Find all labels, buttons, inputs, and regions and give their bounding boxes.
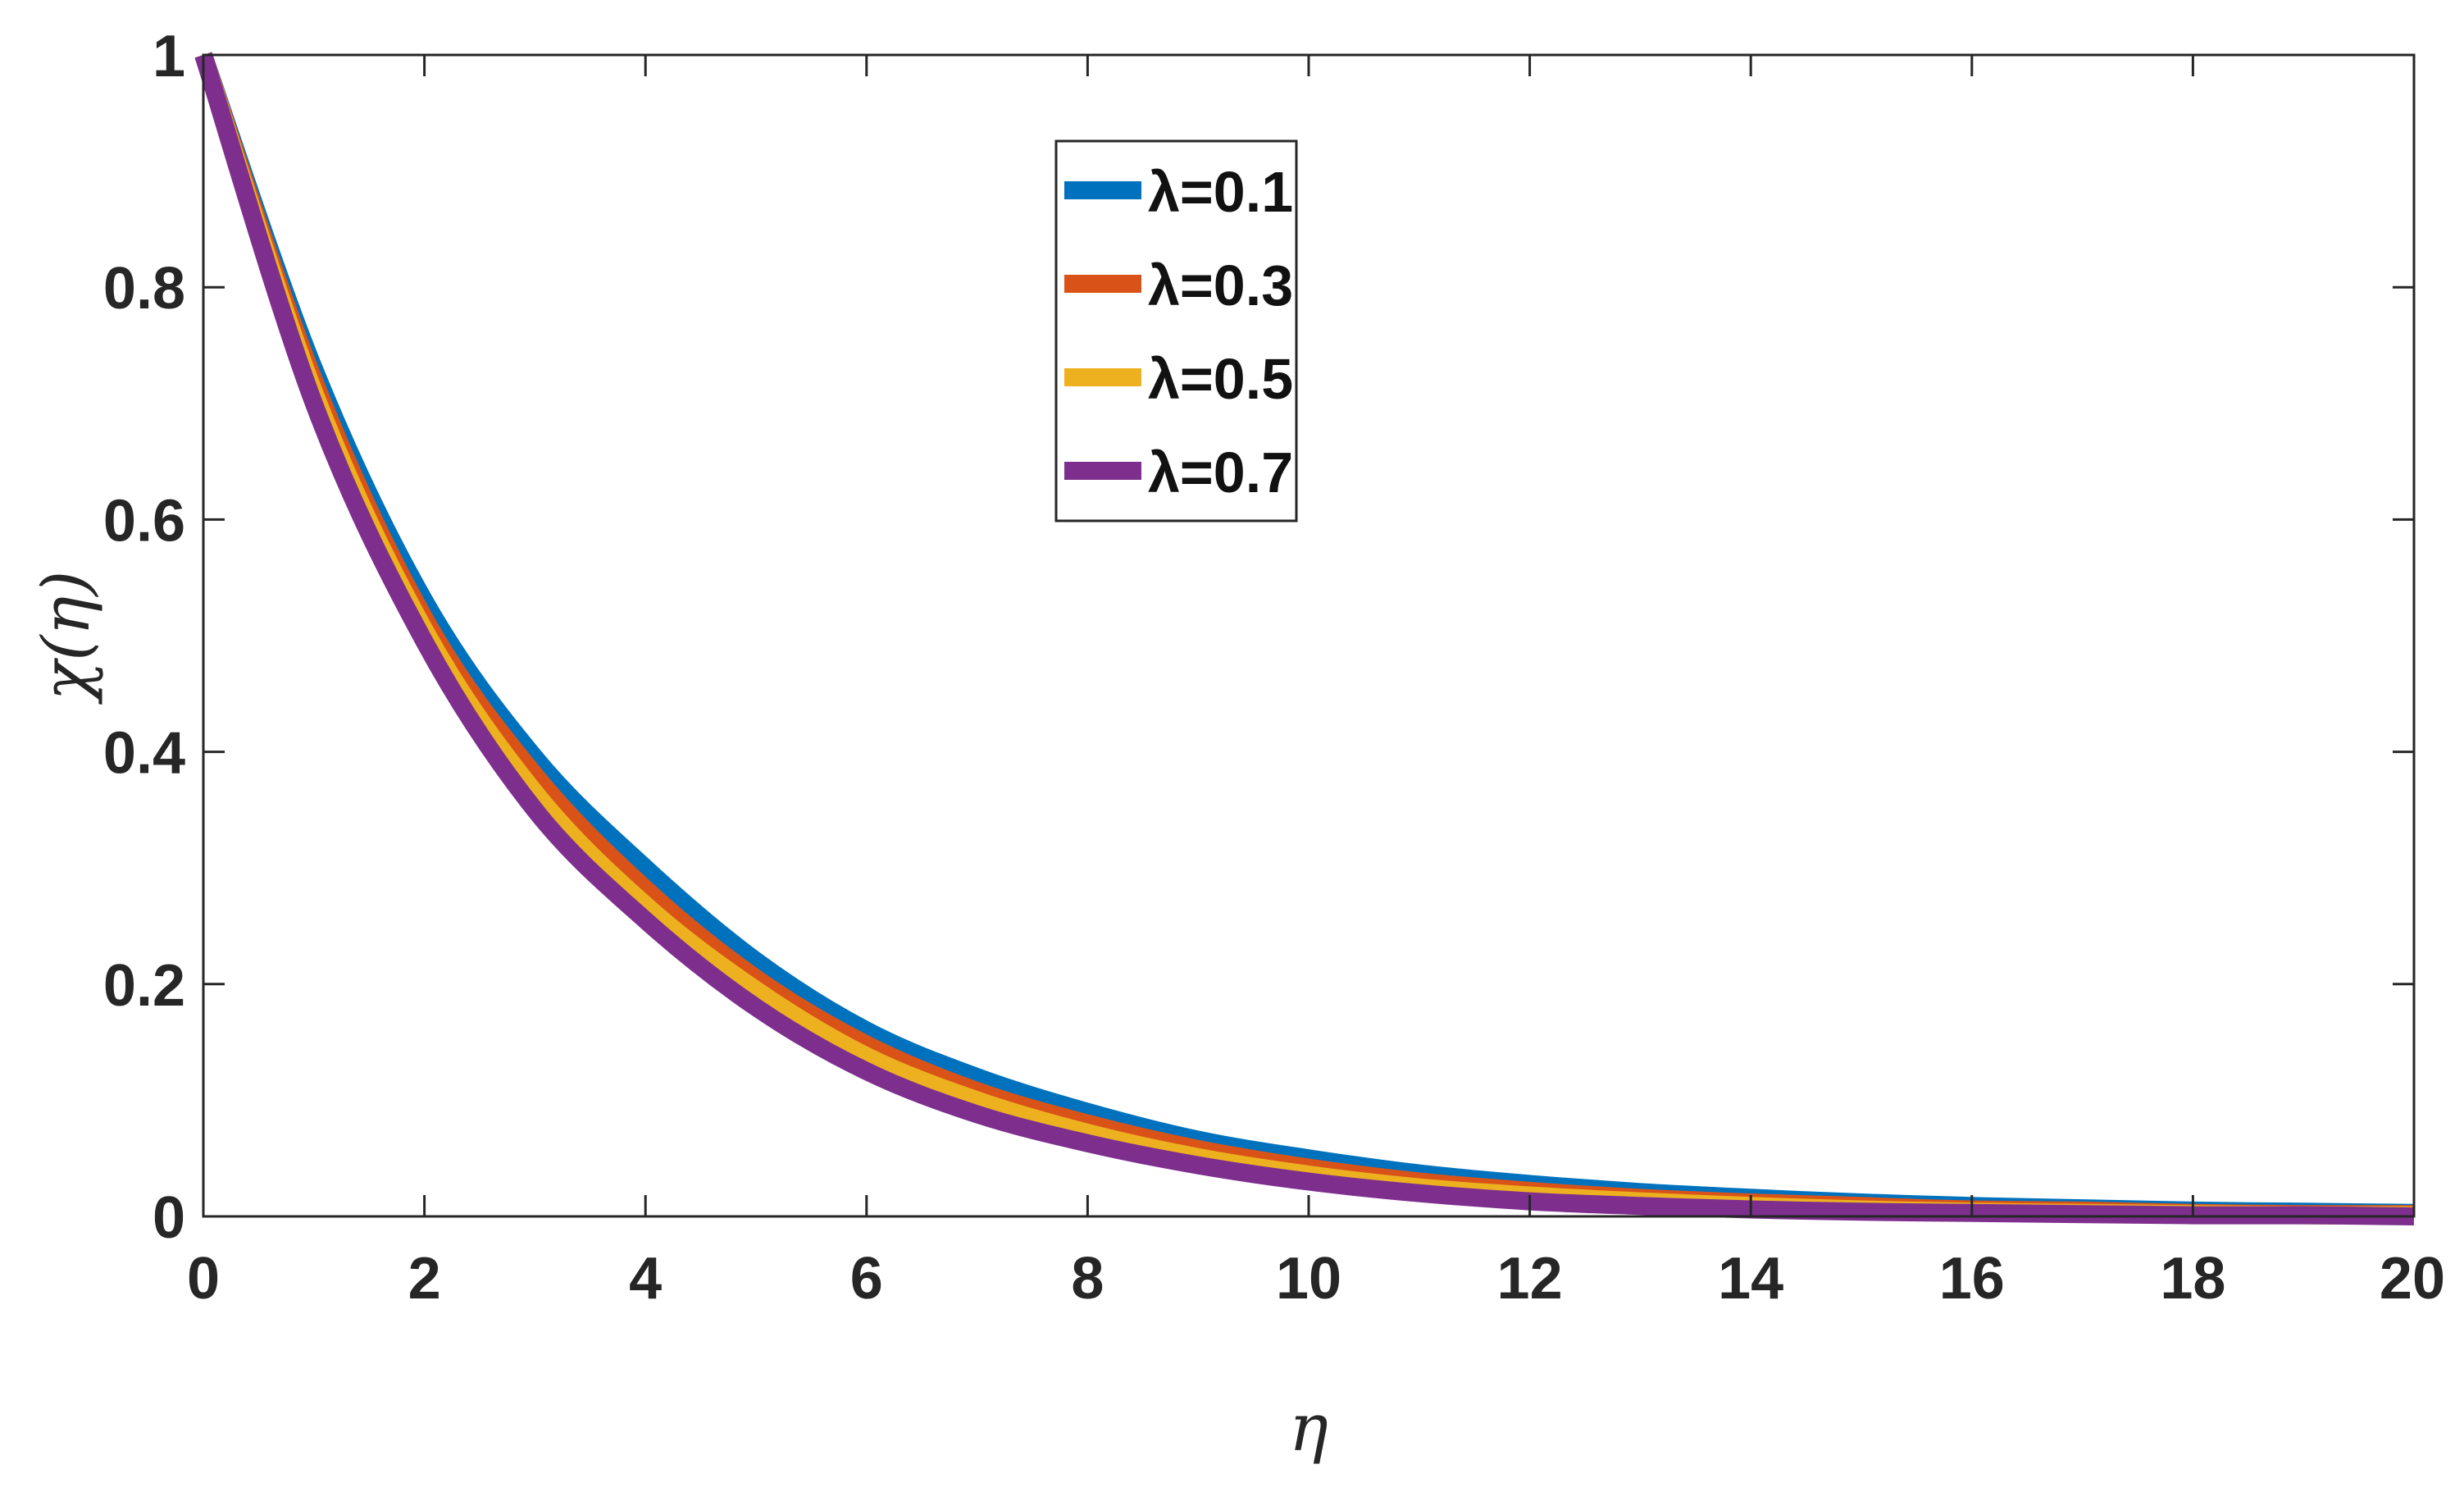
legend-label-3: λ=0.5 bbox=[1148, 347, 1293, 411]
x-axis-title: η bbox=[1289, 1389, 1328, 1466]
y-axis-title: χ(η) bbox=[28, 571, 104, 705]
plot-area bbox=[203, 55, 2414, 1216]
x-tick-label: 10 bbox=[1276, 1246, 1341, 1312]
legend-box bbox=[1054, 139, 1298, 522]
y-tick-label: 0 bbox=[153, 1185, 185, 1251]
x-tick-label: 2 bbox=[408, 1246, 441, 1312]
legend: λ=0.1 λ=0.3 λ=0.5 λ=0.7 bbox=[1054, 139, 1298, 522]
legend-label-2: λ=0.3 bbox=[1148, 253, 1293, 317]
y-tick-label: 0.6 bbox=[103, 488, 185, 554]
y-tick-label: 0.8 bbox=[103, 256, 185, 322]
x-tick-label: 16 bbox=[1939, 1246, 2005, 1312]
y-tick-label: 1 bbox=[153, 24, 185, 89]
legend-label-1: λ=0.1 bbox=[1148, 160, 1293, 224]
legend-entries: λ=0.1 λ=0.3 λ=0.5 λ=0.7 bbox=[1064, 160, 1293, 504]
plot-frame bbox=[202, 53, 2416, 1218]
y-tick-label: 0.2 bbox=[103, 953, 185, 1019]
x-tick-label: 0 bbox=[187, 1246, 220, 1312]
series-line-4 bbox=[194, 52, 2415, 1225]
x-tick-label: 20 bbox=[2380, 1246, 2445, 1312]
x-tick-label: 4 bbox=[629, 1246, 662, 1312]
legend-label-4: λ=0.7 bbox=[1148, 440, 1293, 504]
series-layer bbox=[194, 52, 2415, 1225]
x-tick-label: 18 bbox=[2160, 1246, 2225, 1312]
x-tick-label: 12 bbox=[1497, 1246, 1563, 1312]
y-tick-label: 0.4 bbox=[103, 721, 185, 787]
x-tick-label: 6 bbox=[850, 1246, 883, 1312]
x-tick-label: 8 bbox=[1071, 1246, 1104, 1312]
tick-layer: 0 2 4 6 8 10 12 14 16 18 20 0 0.2 0.4 0.6 0.8 1 bbox=[103, 24, 2445, 1312]
x-tick-label: 14 bbox=[1718, 1246, 1783, 1312]
